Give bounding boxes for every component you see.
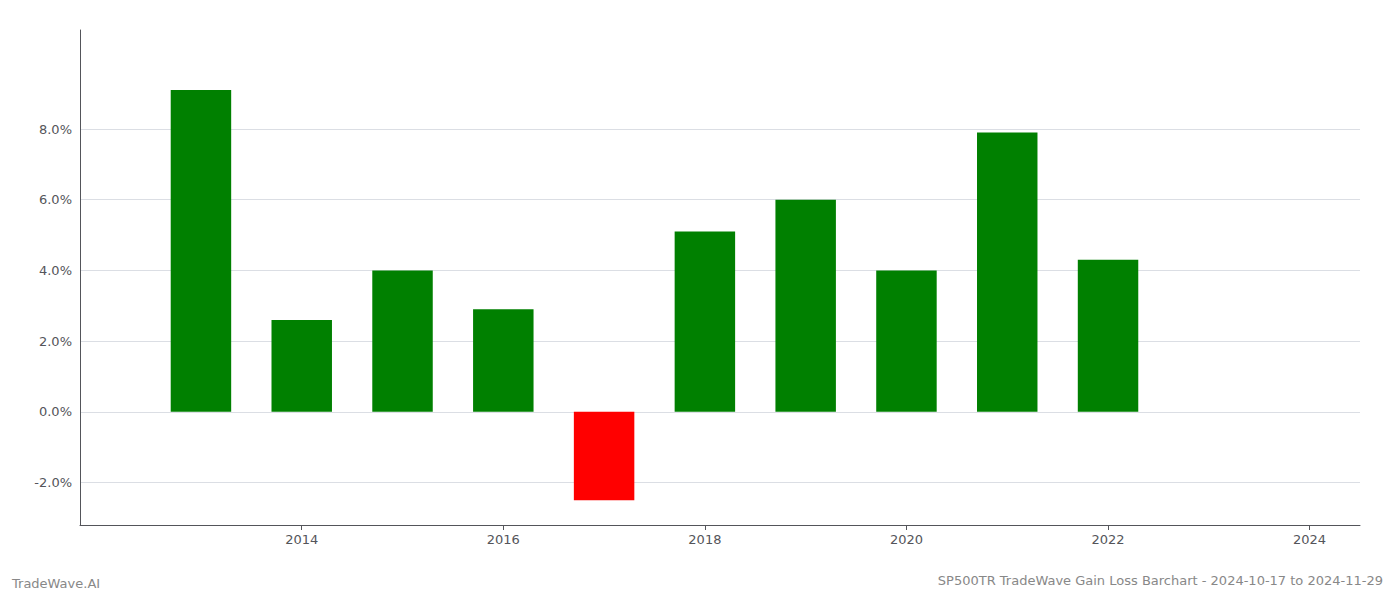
svg-text:SP500TR TradeWave Gain Loss Ba: SP500TR TradeWave Gain Loss Barchart - 2… xyxy=(938,573,1383,588)
svg-text:2022: 2022 xyxy=(1091,532,1124,547)
svg-text:2024: 2024 xyxy=(1293,532,1326,547)
svg-text:2018: 2018 xyxy=(688,532,721,547)
svg-text:-2.0%: -2.0% xyxy=(34,475,72,490)
svg-text:8.0%: 8.0% xyxy=(39,122,72,137)
svg-text:TradeWave.AI: TradeWave.AI xyxy=(11,576,100,591)
svg-text:6.0%: 6.0% xyxy=(39,192,72,207)
svg-text:2020: 2020 xyxy=(890,532,923,547)
svg-text:2014: 2014 xyxy=(285,532,318,547)
svg-text:2016: 2016 xyxy=(487,532,520,547)
svg-text:0.0%: 0.0% xyxy=(39,404,72,419)
svg-text:2.0%: 2.0% xyxy=(39,334,72,349)
svg-text:4.0%: 4.0% xyxy=(39,263,72,278)
